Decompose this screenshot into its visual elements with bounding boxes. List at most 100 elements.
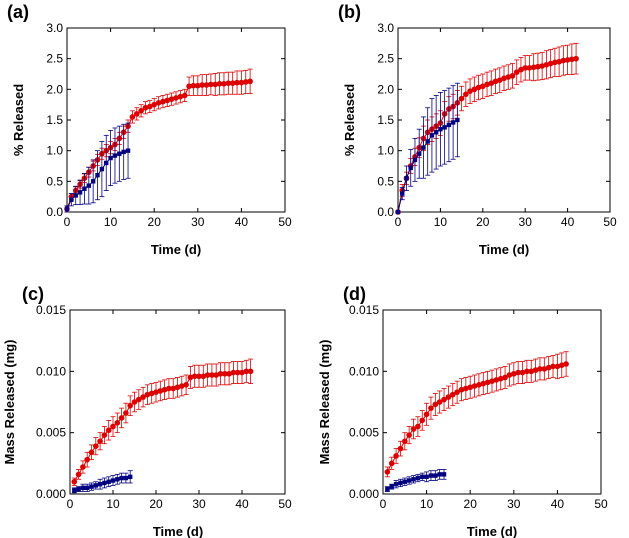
blue-data-point <box>108 155 113 161</box>
red-data-point <box>467 88 473 94</box>
x-tick-label: 30 <box>191 215 205 229</box>
red-data-point <box>484 81 490 88</box>
panel-c-ylabel: Mass Released (mg) <box>2 340 17 465</box>
red-data-point <box>183 382 189 388</box>
red-data-point <box>97 438 103 445</box>
red-data-point <box>93 443 99 449</box>
panel-c-plot-area: 0 10 20 30 40 50 0.000 0.005 0.010 0.015 <box>36 303 292 511</box>
x-tick-label: 0 <box>67 497 74 511</box>
blue-data-point <box>406 478 412 483</box>
blue-data-point <box>417 151 422 156</box>
red-data-point <box>110 423 116 430</box>
blue-data-point <box>128 474 133 480</box>
panel-a-xlabel: Time (d) <box>151 242 201 257</box>
blue-data-point <box>99 166 105 172</box>
blue-data-point <box>442 125 447 130</box>
blue-data-point <box>421 145 426 150</box>
red-data-point <box>564 57 571 63</box>
red-data-point <box>515 369 521 376</box>
red-data-point <box>484 379 491 386</box>
y-tick-label: 0.015 <box>36 303 66 317</box>
red-data-point <box>511 370 517 377</box>
red-data-point <box>243 368 250 375</box>
red-data-point <box>535 63 541 70</box>
red-data-point <box>174 384 181 391</box>
x-tick-label: 50 <box>594 497 608 511</box>
blue-data-point <box>119 475 124 481</box>
blue-data-point <box>400 191 405 196</box>
y-tick-label: 0.005 <box>36 426 66 440</box>
plot-frame <box>66 27 286 213</box>
y-tick-label: 2.0 <box>377 82 394 96</box>
red-data-point <box>519 369 526 376</box>
blue-data-point <box>433 130 439 135</box>
red-data-point <box>222 370 228 377</box>
blue-data-point <box>89 484 94 489</box>
red-data-point <box>463 91 469 98</box>
red-data-point <box>101 432 108 438</box>
y-tick-label: 2.0 <box>46 82 63 96</box>
blue-data-point <box>90 179 96 184</box>
red-data-point <box>203 82 210 88</box>
red-data-point <box>502 374 508 381</box>
x-tick-label: 40 <box>235 497 249 511</box>
red-data-point <box>191 373 198 380</box>
red-data-point <box>234 79 240 86</box>
red-data-point <box>226 370 232 377</box>
red-data-point <box>530 64 537 71</box>
red-data-point <box>522 65 528 71</box>
blue-data-point <box>395 209 401 215</box>
blue-data-point <box>82 186 87 191</box>
blue-data-point <box>117 151 122 156</box>
red-data-point <box>136 396 142 403</box>
red-data-point <box>247 78 253 85</box>
red-data-point <box>419 417 426 424</box>
y-tick-label: 0.000 <box>349 487 379 501</box>
red-data-point <box>161 386 168 393</box>
red-data-point <box>166 385 172 392</box>
red-data-point <box>513 69 520 75</box>
red-data-point <box>475 84 482 91</box>
red-data-point <box>560 57 567 64</box>
red-data-point <box>247 368 254 375</box>
red-data-point <box>144 391 151 398</box>
blue-data-point <box>424 474 429 480</box>
red-data-point <box>545 364 552 371</box>
red-data-point <box>238 79 245 86</box>
red-data-point <box>569 56 575 63</box>
blue-data-point <box>115 477 120 482</box>
red-data-point <box>406 432 412 438</box>
x-tick-label: 40 <box>235 215 249 229</box>
blue-data-point <box>398 480 403 486</box>
red-data-point <box>558 362 565 368</box>
x-tick-label: 10 <box>434 215 448 229</box>
x-tick-label: 0 <box>64 215 71 229</box>
plot-frame <box>69 309 286 495</box>
x-tick-label: 20 <box>149 497 163 511</box>
blue-data-point <box>425 139 430 144</box>
panel-b: (b) % Released Time (d) 0 10 20 30 40 50 0.0 0.… <box>338 2 617 257</box>
red-data-point <box>524 368 530 375</box>
blue-data-point <box>112 153 118 158</box>
panel-b-ylabel: % Released <box>342 84 357 156</box>
red-data-point <box>190 82 197 89</box>
red-data-point <box>204 372 211 378</box>
blue-data-point <box>446 122 452 128</box>
red-data-point <box>105 427 112 434</box>
red-data-point <box>114 420 121 426</box>
x-tick-label: 20 <box>464 497 478 511</box>
red-data-point <box>234 369 241 376</box>
red-data-point <box>186 83 192 90</box>
red-data-point <box>168 96 175 102</box>
red-data-point <box>528 368 535 375</box>
blue-data-point <box>106 479 111 484</box>
blue-data-point <box>412 157 418 163</box>
red-data-point <box>200 373 207 380</box>
red-data-point <box>140 394 146 400</box>
red-data-point <box>199 82 205 88</box>
red-data-point <box>181 92 188 99</box>
y-tick-label: 0.005 <box>349 426 379 440</box>
red-data-point <box>179 383 185 389</box>
red-data-point <box>441 396 447 403</box>
panel-b-plot-area: 0 10 20 30 40 50 0.0 0.5 1.0 1.5 2.0 2.5 3.0 <box>377 21 617 229</box>
